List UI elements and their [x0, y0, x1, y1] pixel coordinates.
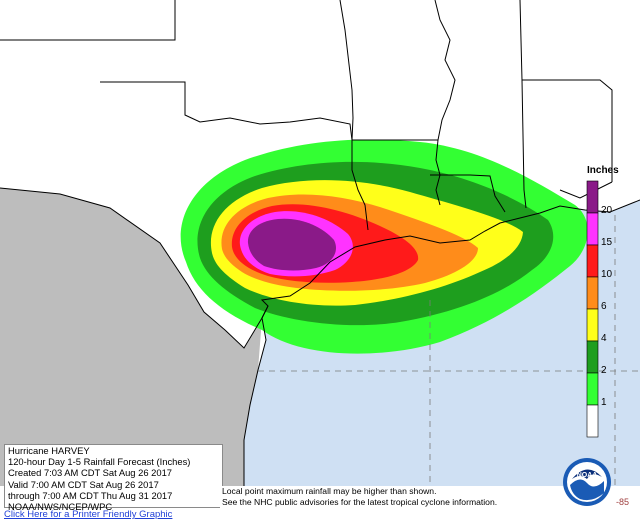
noaa-logo-text: NOAA — [577, 472, 598, 479]
issuing-agency: NOAA/NWS/NCEP/WPC — [8, 501, 113, 513]
valid-start: Valid 7:00 AM CDT Sat Aug 26 2017 — [8, 478, 159, 490]
legend-swatch-6 — [586, 276, 599, 310]
disclaimer-box: Local point maximum rainfall may be high… — [220, 486, 544, 509]
legend-swatch-2 — [586, 340, 599, 374]
border-us-mexico — [0, 187, 263, 349]
state-borders — [0, 0, 640, 486]
legend-swatch-1 — [586, 372, 599, 406]
border-la-ms — [430, 174, 506, 213]
legend-label-1: 1 — [601, 397, 607, 408]
noaa-logo-icon: NOAA — [563, 458, 611, 506]
border-ms-al — [519, 0, 527, 209]
gulf-coastline — [260, 199, 640, 319]
mexico-region — [0, 188, 262, 486]
forecast-type: 120-hour Day 1-5 Rainfall Forecast (Inch… — [8, 456, 191, 468]
legend-label-6: 6 — [601, 301, 607, 312]
border-ar-la — [352, 139, 441, 206]
mexico-coastline — [243, 305, 269, 486]
border-al-fl — [559, 181, 613, 199]
legend-label-20: 20 — [601, 205, 613, 216]
longitude-label: -85 — [616, 497, 630, 507]
legend-color-bar — [586, 180, 599, 438]
valid-end: through 7:00 AM CDT Thu Aug 31 2017 — [8, 489, 173, 501]
legend-swatch-4 — [586, 308, 599, 342]
legend-swatch-20 — [586, 180, 599, 214]
lat-long-grid — [258, 215, 640, 486]
legend-label-4: 4 — [601, 333, 607, 344]
border-nm-ok — [0, 10, 176, 41]
contour-20in — [247, 218, 336, 271]
printer-friendly-link[interactable]: Click Here for a Printer Friendly Graphi… — [4, 509, 173, 520]
legend-swatch-none — [586, 404, 599, 438]
border-al-ga — [522, 79, 613, 182]
border-mississippi-river — [434, 0, 456, 141]
legend-swatch-10 — [586, 244, 599, 278]
rainfall-contours — [180, 139, 588, 354]
legend-swatch-15 — [586, 212, 599, 246]
legend-label-2: 2 — [601, 365, 607, 376]
storm-name: Hurricane HARVEY — [8, 445, 90, 456]
disclaimer-line-1: Local point maximum rainfall may be high… — [222, 486, 437, 496]
border-ok-ar — [339, 0, 354, 141]
border-tx-la — [351, 140, 369, 231]
border-texas-ok — [100, 81, 353, 141]
legend-label-10: 10 — [601, 269, 613, 280]
forecast-info-box: Hurricane HARVEY 120-hour Day 1-5 Rainfa… — [4, 444, 223, 512]
legend-title: Inches — [587, 165, 619, 176]
legend-label-15: 15 — [601, 237, 613, 248]
created-time: Created 7:03 AM CDT Sat Aug 26 2017 — [8, 467, 172, 479]
disclaimer-line-2: See the NHC public advisories for the la… — [222, 496, 498, 507]
